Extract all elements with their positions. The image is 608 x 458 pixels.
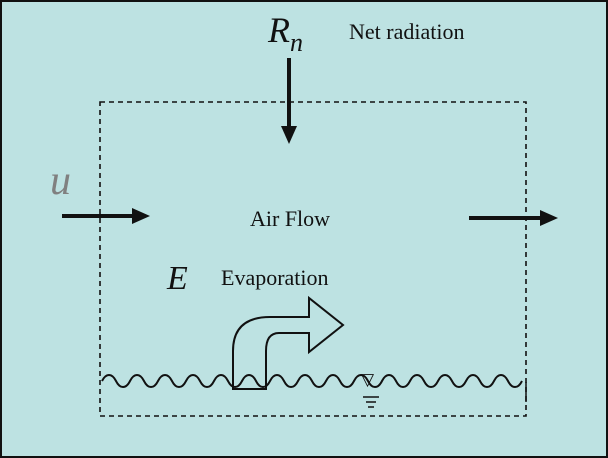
water-surface-wave bbox=[101, 374, 523, 388]
outflow-arrow bbox=[469, 210, 558, 226]
wind-symbol: u bbox=[50, 158, 71, 204]
net-radiation-label: Net radiation bbox=[349, 19, 464, 44]
water-level-marker: ▽ bbox=[361, 370, 375, 390]
evaporation-arrow bbox=[232, 295, 345, 390]
control-volume-box bbox=[99, 101, 527, 417]
net-radiation-symbol: Rn bbox=[267, 10, 303, 57]
evaporation-symbol: E bbox=[166, 260, 188, 297]
water-level-marker-lines bbox=[363, 396, 379, 408]
evaporation-label: Evaporation bbox=[221, 265, 329, 290]
net-radiation-symbol-main: R bbox=[267, 10, 290, 50]
net-radiation-arrow bbox=[281, 58, 297, 144]
net-radiation-symbol-sub: n bbox=[290, 28, 303, 57]
air-flow-label: Air Flow bbox=[250, 206, 330, 231]
inflow-arrow bbox=[62, 208, 150, 224]
